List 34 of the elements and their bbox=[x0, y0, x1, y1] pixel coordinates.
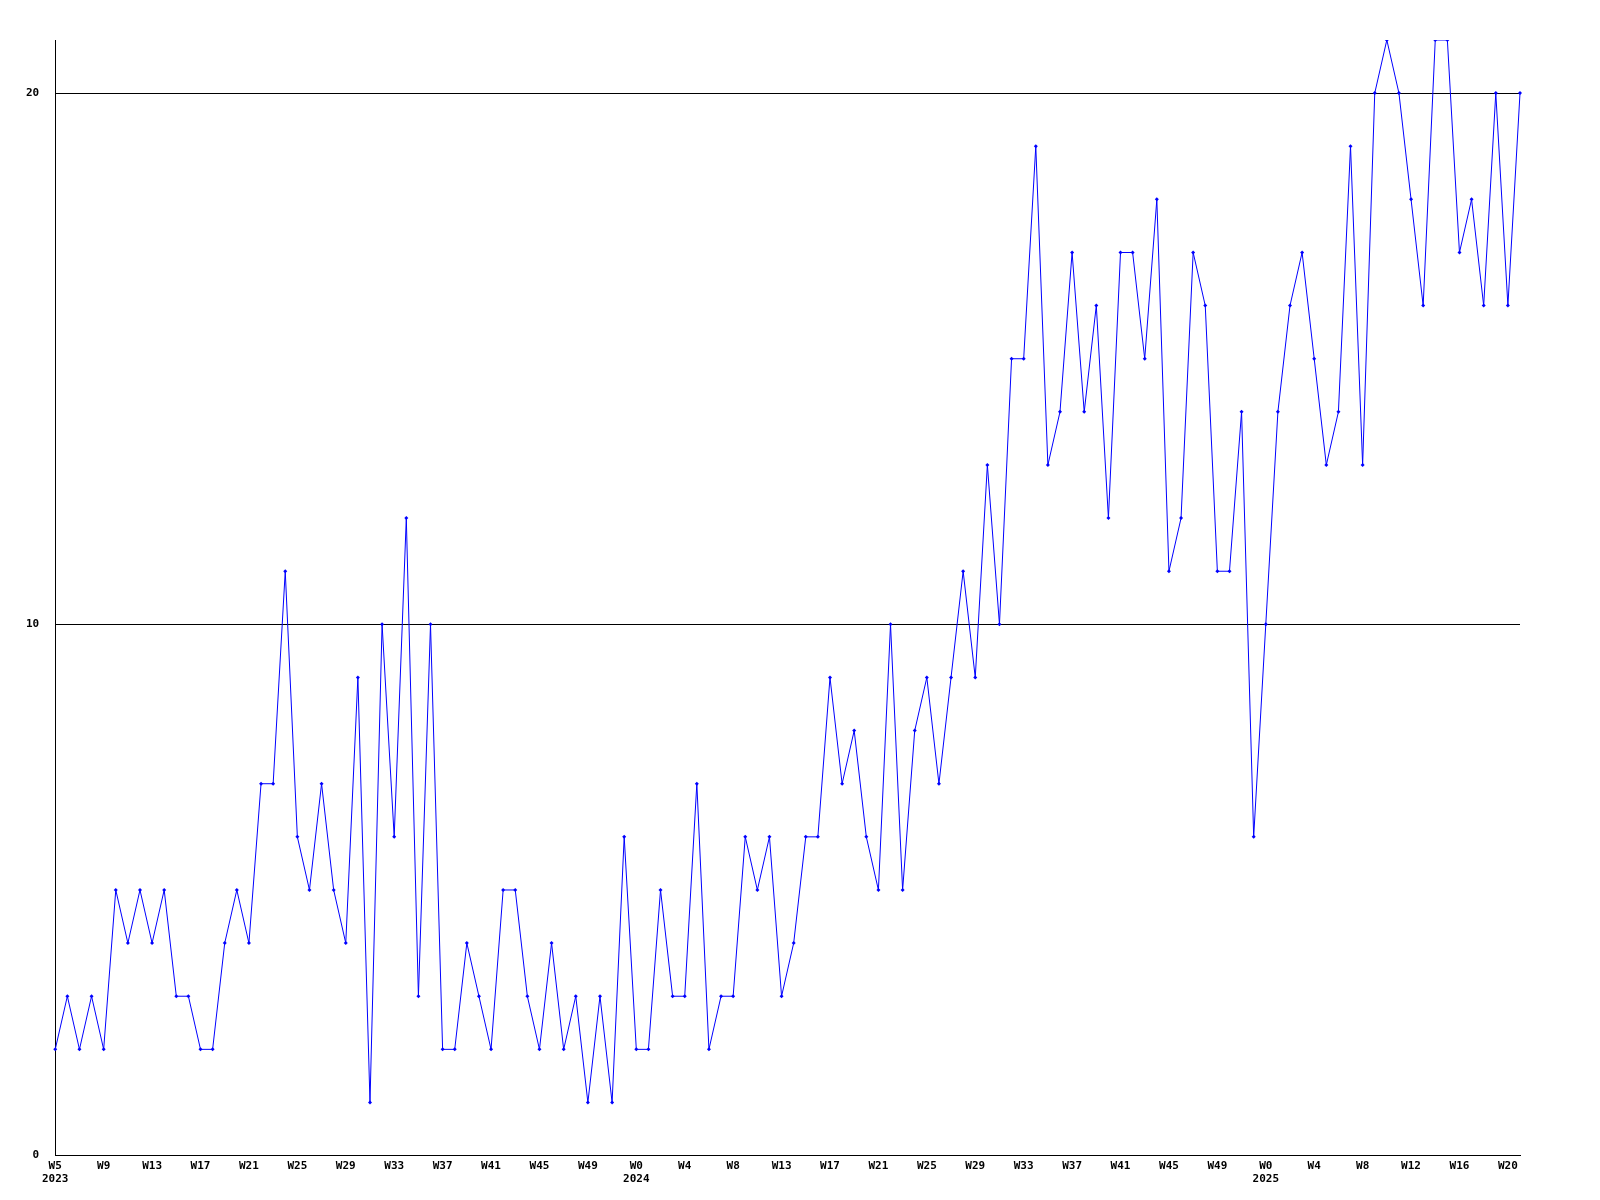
x-tick-label: W13 bbox=[142, 1159, 163, 1173]
x-tick-label: W41 bbox=[1110, 1159, 1131, 1173]
x-tick-label: W29 bbox=[965, 1159, 986, 1173]
x-tick-label: W25 bbox=[287, 1159, 308, 1173]
y-tick-label: 0 bbox=[32, 1148, 40, 1162]
x-tick-label: W37 bbox=[1062, 1159, 1083, 1173]
x-tick-label: W49 bbox=[577, 1159, 598, 1173]
x-tick-label: W20 bbox=[1497, 1159, 1518, 1173]
x-tick-label: W5 2023 bbox=[42, 1159, 69, 1186]
x-tick-label: W45 bbox=[1159, 1159, 1179, 1173]
x-tick-label: W33 bbox=[1013, 1159, 1034, 1173]
x-tick-label: W21 bbox=[238, 1159, 260, 1173]
x-tick-label: W37 bbox=[432, 1159, 453, 1173]
x-tick-label: W0 2024 bbox=[623, 1159, 650, 1186]
x-tick-label: W49 bbox=[1207, 1159, 1228, 1173]
x-tick-label: W0 2025 bbox=[1252, 1159, 1280, 1186]
x-tick-label: W17 bbox=[190, 1159, 211, 1173]
y-tick-label: 10 bbox=[26, 617, 40, 631]
x-tick-label: W25 bbox=[916, 1159, 937, 1173]
x-tick-label: W41 bbox=[481, 1159, 502, 1173]
x-tick-label: W33 bbox=[384, 1159, 405, 1173]
x-tick-label: W29 bbox=[335, 1159, 356, 1173]
x-tick-label: W13 bbox=[771, 1159, 792, 1173]
x-tick-label: W16 bbox=[1449, 1159, 1470, 1173]
x-tick-label: W8 bbox=[726, 1159, 740, 1173]
x-tick-label: W21 bbox=[868, 1159, 889, 1173]
x-tick-label: W12 bbox=[1401, 1159, 1421, 1173]
x-tick-label: W8 bbox=[1356, 1159, 1370, 1173]
x-tick-label: W4 bbox=[678, 1159, 692, 1173]
x-tick-label: W4 bbox=[1307, 1159, 1322, 1173]
x-tick-label: W9 bbox=[97, 1159, 111, 1173]
x-tick-label: W45 bbox=[529, 1159, 550, 1173]
y-tick-label: 20 bbox=[26, 85, 40, 99]
x-tick-label: W17 bbox=[820, 1159, 840, 1173]
